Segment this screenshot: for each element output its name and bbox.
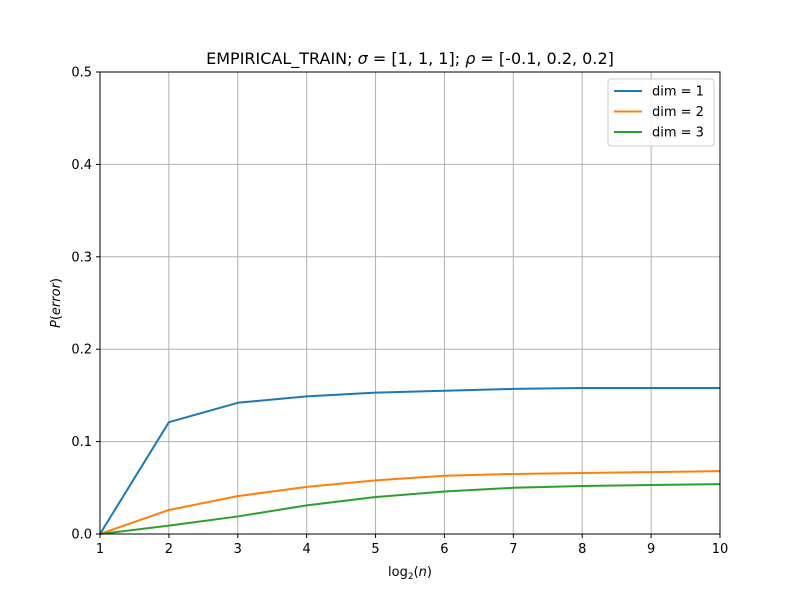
x-tick-label: 9 (647, 542, 655, 557)
x-tick-label: 4 (303, 542, 311, 557)
y-tick-label: 0.0 (71, 528, 92, 543)
legend-label-dim-1: dim = 1 (652, 85, 704, 100)
series-line-dim-2 (99, 470, 721, 535)
y-tick-label: 0.3 (71, 250, 92, 265)
x-tick-label: 10 (712, 542, 729, 557)
y-tick-label: 0.2 (71, 343, 92, 358)
y-axis-label: P(error) (49, 278, 64, 328)
plot-frame (99, 71, 721, 535)
legend: dim = 1 dim = 2 dim = 3 (607, 78, 715, 147)
x-tick-label: 1 (96, 542, 104, 557)
x-tick-label: 5 (371, 542, 379, 557)
chart-title: EMPIRICAL_TRAIN; σ = [1, 1, 1]; ρ = [-0.… (206, 49, 614, 69)
x-tick-label: 2 (165, 542, 173, 557)
y-tick-label: 0.5 (71, 66, 92, 81)
x-tick-label: 3 (234, 542, 242, 557)
y-tick-label: 0.1 (71, 435, 92, 450)
legend-label-dim-3: dim = 3 (652, 126, 704, 141)
x-axis-ticks: 1 2 3 4 5 6 7 8 9 10 (96, 534, 728, 557)
x-tick-label: 7 (509, 542, 517, 557)
series-layer (99, 387, 721, 535)
x-axis-label: log2(n) (388, 565, 432, 582)
series-line-dim-3 (99, 483, 721, 535)
x-tick-label: 8 (578, 542, 586, 557)
series-line-dim-1 (99, 387, 720, 535)
y-axis-ticks: 0.0 0.1 0.2 0.3 0.4 0.5 (71, 66, 100, 543)
x-tick-label: 6 (440, 542, 448, 557)
y-tick-label: 0.4 (71, 158, 92, 173)
legend-box (607, 78, 715, 147)
legend-label-dim-2: dim = 2 (652, 105, 704, 120)
